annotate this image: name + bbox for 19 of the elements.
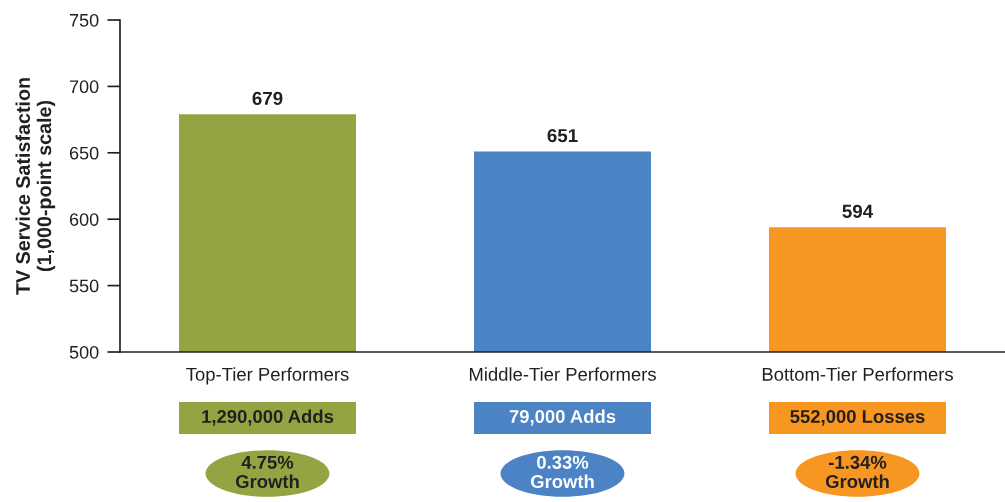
y-tick-label: 750 <box>69 13 99 27</box>
text: 1,290,000 Adds <box>202 409 334 426</box>
text: 552,000 Losses <box>790 409 925 426</box>
y-tick-label: 500 <box>69 345 99 359</box>
data-label: 594 <box>842 204 874 218</box>
text: 0.33% Growth <box>530 455 594 489</box>
text: -1.34% Growth <box>825 455 889 489</box>
x-tick-label: Top-Tier Performers <box>186 367 349 385</box>
data-label: 651 <box>547 128 578 143</box>
x-tick-label: Middle-Tier Performers <box>469 367 656 381</box>
y-tick-label: 600 <box>69 213 99 226</box>
y-tick-label: 650 <box>69 146 99 160</box>
y-tick-label: 700 <box>69 80 99 94</box>
data-label: 679 <box>252 91 283 106</box>
x-tick-label: Bottom-Tier Performers <box>762 367 953 381</box>
y-axis-title: TV Service Satisfaction (1,000-point scale) <box>15 78 56 295</box>
text: 79,000 Adds <box>509 409 616 426</box>
y-tick-label: 550 <box>69 279 99 293</box>
text: 4.75% Growth <box>235 455 299 489</box>
